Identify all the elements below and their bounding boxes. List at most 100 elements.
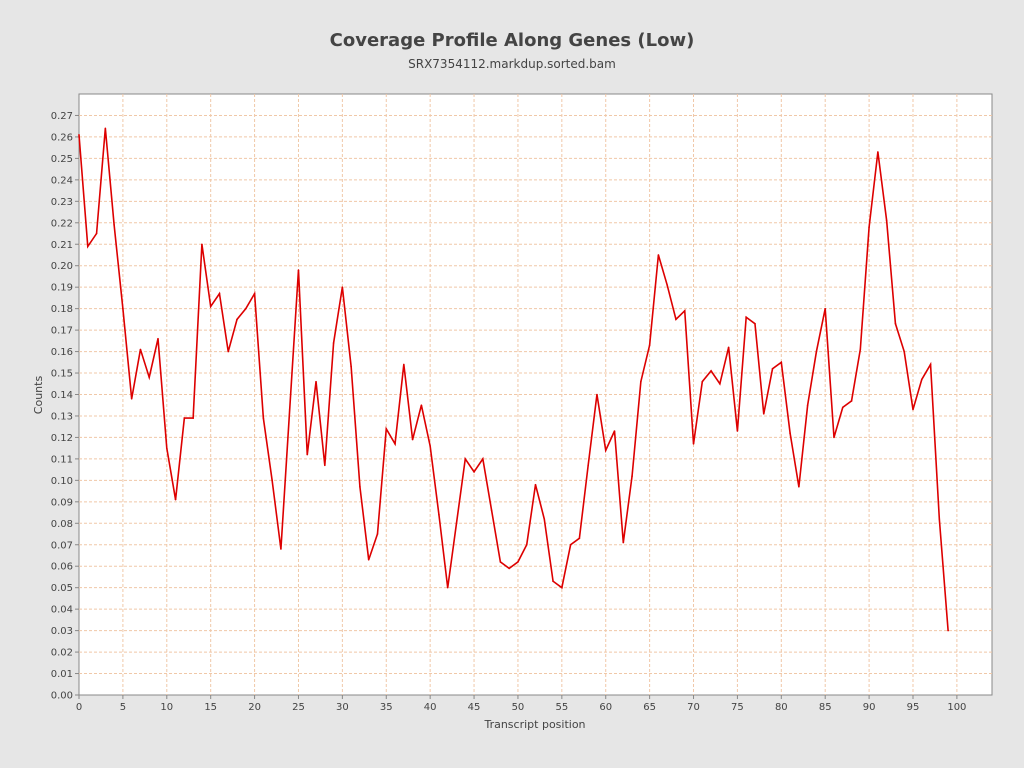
data-point: [569, 543, 572, 546]
data-point: [262, 417, 265, 419]
data-point: [420, 404, 423, 407]
data-point: [218, 292, 221, 295]
x-tick-label: 40: [424, 702, 437, 713]
data-point: [332, 342, 335, 344]
data-point: [280, 548, 282, 550]
data-point: [604, 449, 607, 452]
data-point: [271, 479, 273, 482]
data-point: [947, 629, 949, 632]
data-point: [122, 307, 124, 310]
y-tick-label: 0.05: [51, 583, 73, 594]
x-tick-label: 95: [907, 702, 920, 713]
data-point: [938, 518, 941, 520]
data-point: [543, 518, 546, 520]
x-tick-label: 100: [947, 702, 966, 713]
y-tick-label: 0.08: [51, 519, 73, 530]
data-point: [657, 254, 660, 256]
y-tick-label: 0.17: [51, 326, 73, 337]
data-point: [227, 350, 230, 353]
data-point: [482, 458, 484, 460]
data-point: [236, 318, 238, 321]
data-point: [297, 269, 300, 271]
data-point: [367, 558, 370, 561]
data-point: [841, 406, 844, 409]
y-tick-label: 0.09: [51, 497, 73, 508]
data-point: [490, 509, 493, 512]
data-point: [929, 363, 932, 366]
x-tick-label: 80: [775, 702, 788, 713]
data-point: [719, 382, 721, 385]
data-point: [683, 309, 686, 312]
data-point: [86, 245, 89, 248]
data-point: [648, 344, 651, 346]
data-point: [209, 305, 212, 308]
y-tick-label: 0.04: [51, 605, 73, 616]
y-tick-label: 0.27: [51, 111, 73, 122]
data-point: [455, 522, 458, 525]
y-tick-label: 0.15: [51, 369, 73, 380]
data-point: [912, 408, 914, 411]
data-point: [640, 380, 642, 383]
y-tick-label: 0.18: [51, 304, 73, 315]
data-point: [517, 561, 519, 563]
data-point: [288, 408, 291, 411]
data-point: [877, 151, 879, 153]
y-tick-label: 0.19: [51, 283, 73, 294]
y-tick-label: 0.02: [51, 648, 73, 659]
data-point: [253, 292, 256, 295]
data-point: [403, 363, 405, 366]
data-point: [201, 243, 203, 246]
y-tick-label: 0.10: [51, 476, 73, 487]
data-point: [745, 316, 747, 319]
data-point: [385, 428, 388, 430]
data-point: [499, 561, 502, 563]
x-tick-label: 75: [731, 702, 744, 713]
data-point: [622, 541, 625, 544]
x-tick-label: 85: [819, 702, 832, 713]
data-point: [727, 346, 730, 349]
x-axis-label: Transcript position: [483, 718, 585, 731]
grid-lines: [79, 94, 992, 695]
data-point: [341, 286, 344, 288]
y-tick-label: 0.12: [51, 433, 73, 444]
y-tick-label: 0.03: [51, 626, 73, 637]
y-axis: 0.00 0.01 0.02 0.03 0.04 0.05 0.06 0.07 0.08 0.09…: [51, 111, 79, 702]
data-point: [631, 475, 633, 477]
data-points: [78, 127, 949, 632]
x-tick-label: 15: [204, 702, 217, 713]
data-point: [174, 498, 177, 501]
data-point: [578, 537, 581, 540]
x-tick-label: 35: [380, 702, 393, 713]
y-tick-label: 0.21: [51, 240, 73, 251]
data-point: [824, 307, 827, 310]
x-tick-label: 45: [468, 702, 481, 713]
x-tick-label: 25: [292, 702, 305, 713]
data-point: [780, 361, 783, 364]
data-point: [315, 380, 317, 383]
y-axis-label: Counts: [32, 376, 45, 415]
data-point: [587, 464, 589, 467]
data-point: [508, 567, 510, 570]
data-point: [885, 219, 888, 222]
data-point: [692, 443, 695, 445]
data-point: [920, 378, 923, 381]
x-tick-label: 55: [555, 702, 568, 713]
x-tick-label: 60: [599, 702, 612, 713]
data-point: [806, 404, 809, 407]
x-tick-label: 50: [512, 702, 525, 713]
y-tick-label: 0.25: [51, 154, 73, 165]
data-point: [754, 322, 756, 325]
y-tick-label: 0.24: [51, 175, 73, 186]
x-tick-label: 5: [120, 702, 126, 713]
y-tick-label: 0.00: [51, 691, 73, 702]
data-point: [473, 470, 475, 473]
data-point: [130, 397, 133, 400]
data-point: [376, 533, 379, 535]
data-point: [113, 224, 115, 226]
data-point: [165, 447, 168, 449]
y-tick-label: 0.23: [51, 197, 73, 208]
x-tick-label: 90: [863, 702, 876, 713]
data-point: [78, 133, 80, 136]
data-point: [429, 445, 431, 447]
y-tick-label: 0.01: [51, 669, 73, 680]
